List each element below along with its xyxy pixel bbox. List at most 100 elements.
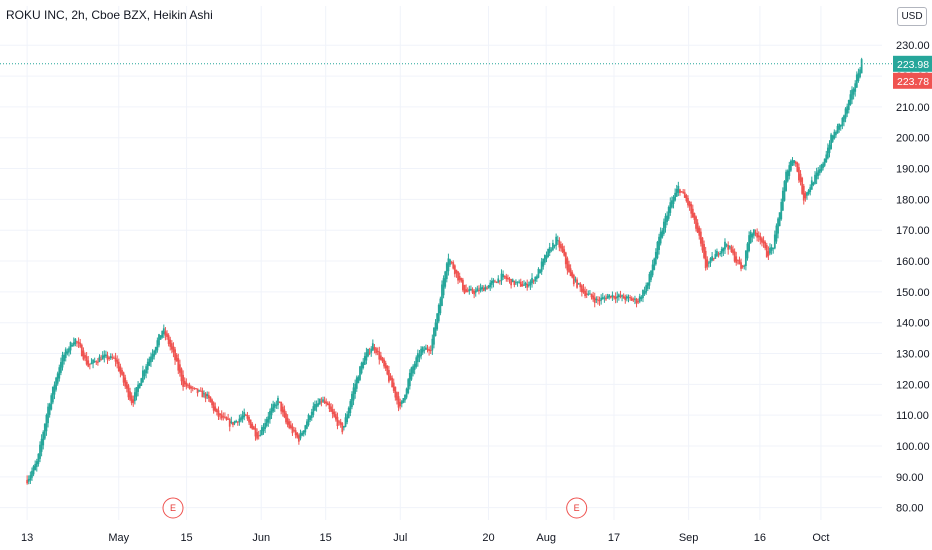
candle-body <box>744 250 747 266</box>
candle-body <box>661 230 664 238</box>
candle-body <box>352 387 355 401</box>
candle-body <box>629 297 632 299</box>
candle-body <box>278 401 281 403</box>
candle-body <box>217 410 220 417</box>
candle-body <box>778 212 781 227</box>
candle-body <box>357 376 360 384</box>
candle-body <box>804 193 807 199</box>
candle-body <box>114 357 117 362</box>
candle-body <box>574 279 577 281</box>
candle-body <box>100 359 103 361</box>
candle-body <box>399 401 402 407</box>
candle-body <box>490 281 493 285</box>
candle-body <box>386 365 389 375</box>
candle-body <box>791 160 794 166</box>
candle-body <box>175 354 178 362</box>
candle-body <box>794 161 797 164</box>
candle-body <box>725 244 728 246</box>
candle-body <box>806 192 808 196</box>
candle-body <box>809 187 812 193</box>
candle-body <box>402 397 405 403</box>
candle-body <box>286 417 289 425</box>
candle-body <box>592 295 595 300</box>
candle-body <box>822 163 824 168</box>
candle-body <box>598 299 601 302</box>
candle-body <box>611 294 614 297</box>
candle-body <box>476 288 479 292</box>
candle-body <box>455 269 458 274</box>
candle-body <box>542 258 545 267</box>
time-axis[interactable]: 13 May 15 Jun 15 Jul 20 Aug 17 Sep 16 Oct <box>21 532 829 544</box>
candle-body <box>63 354 66 362</box>
candle-body <box>621 295 623 297</box>
candle-body <box>625 296 628 299</box>
candle-body <box>465 289 467 292</box>
price-axis[interactable]: 230.00220.00210.00200.00190.00180.00170.… <box>896 40 930 514</box>
candle-body <box>307 414 310 426</box>
candle-body <box>341 423 344 433</box>
candle-body <box>355 377 358 389</box>
candle-body <box>566 258 569 271</box>
time-tick-label: Aug <box>536 532 556 544</box>
candle-body <box>529 281 532 286</box>
candle-body <box>31 470 33 478</box>
price-badges: 223.98 223.78 <box>893 55 932 89</box>
candle-body <box>90 362 93 365</box>
candle-body <box>272 404 275 412</box>
candle-body <box>354 383 357 394</box>
candle-body <box>146 361 149 370</box>
candle-body <box>64 349 67 358</box>
candle-body <box>363 356 366 365</box>
candle-body <box>80 344 83 357</box>
candle-body <box>156 340 159 351</box>
candle-body <box>342 426 345 428</box>
candle-body <box>849 94 852 105</box>
candle-body <box>177 358 180 371</box>
candle-body <box>651 264 654 276</box>
candle-body <box>79 342 82 347</box>
candle-body <box>730 246 733 252</box>
candle-body <box>61 354 64 368</box>
candle-body <box>405 388 408 398</box>
earnings-event-marker[interactable] <box>162 497 184 519</box>
candle-body <box>93 361 96 363</box>
candle-body <box>572 274 575 285</box>
candle-body <box>553 245 556 247</box>
candle-body <box>408 372 411 387</box>
candle-body <box>478 289 480 292</box>
price-tick-label: 80.00 <box>896 503 924 515</box>
candle-body <box>740 262 742 269</box>
earnings-event-marker[interactable] <box>566 497 588 519</box>
candle-body <box>502 274 504 278</box>
candle-body <box>230 421 233 423</box>
candle-body <box>53 384 56 395</box>
candle-body <box>162 328 165 335</box>
currency-button[interactable]: USD <box>897 7 927 26</box>
candle-body <box>151 353 154 360</box>
candle-body <box>619 295 622 298</box>
time-tick-label: Jun <box>252 532 270 544</box>
candle-body <box>807 190 810 194</box>
candle-body <box>119 366 122 374</box>
candle-body <box>404 394 406 401</box>
candle-body <box>818 169 821 174</box>
candle-body <box>98 356 101 363</box>
candle-body <box>373 347 376 350</box>
candle-body <box>638 296 641 302</box>
candle-body <box>418 354 421 358</box>
candle-body <box>416 353 419 363</box>
candle-body <box>439 298 442 314</box>
candle-body <box>150 356 152 363</box>
candle-body <box>413 363 416 370</box>
candle-body <box>116 359 119 364</box>
candle-body <box>507 277 509 280</box>
candle-body <box>494 281 496 283</box>
candle-body <box>293 429 295 431</box>
candle-body <box>400 401 403 404</box>
candle-body <box>780 202 783 220</box>
candle-body <box>851 89 853 100</box>
candle-body <box>793 160 796 163</box>
candle-body <box>170 343 173 350</box>
candle-body <box>704 250 707 269</box>
